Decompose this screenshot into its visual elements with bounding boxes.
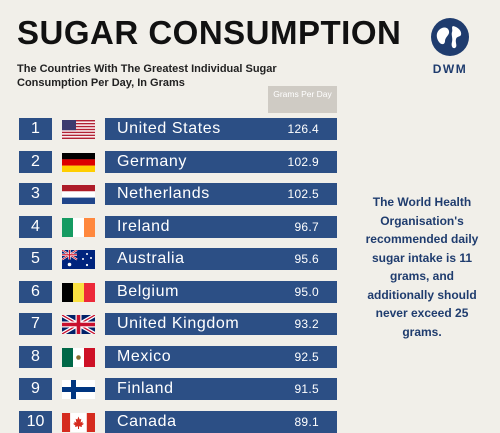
grams-value: 93.2 [294,317,319,331]
country-bar: Australia 95.6 [105,248,337,270]
us-flag-icon [62,120,95,139]
table-row: 6 Belgium 95.0 [19,280,339,303]
rank-number: 2 [19,150,52,173]
rank-number: 5 [19,248,52,270]
grams-value: 91.5 [294,382,319,396]
table-row: 3 Netherlands 102.5 [19,183,339,205]
country-name: Germany [117,152,187,170]
country-bar: Canada 89.1 [105,410,337,433]
who-note: The World Health Organisation's recommen… [365,195,479,339]
rank-number: 9 [19,378,52,400]
rank-number: 3 [19,183,52,205]
ireland-flag-icon [62,217,95,237]
rank-number: 1 [19,118,52,140]
germany-flag-icon [62,152,95,172]
country-name: Mexico [117,347,172,365]
country-name: Netherlands [117,185,210,202]
finland-flag-icon [62,380,95,399]
country-name: United Kingdom [117,315,240,332]
table-row: 4 Ireland 96.7 [19,215,339,238]
table-row: 2 Germany 102.9 [19,150,339,173]
mexico-flag-icon [62,347,95,367]
rank-number: 7 [19,313,52,335]
canada-flag-icon [62,412,95,432]
country-name: Canada [117,412,177,430]
page-title: SUGAR CONSUMPTION [17,14,402,51]
table-row: 5 Australia 95.6 [19,248,339,270]
rank-number: 4 [19,215,52,238]
table-row: 9 Finland 91.5 [19,378,339,400]
grams-value: 89.1 [294,414,319,429]
table-row: 7 United Kingdom 93.2 [19,313,339,335]
country-bar: United Kingdom 93.2 [105,313,337,335]
logo-text: DWM [432,62,468,76]
country-name: Belgium [117,282,180,300]
grams-value: 95.0 [294,284,319,299]
uk-flag-icon [62,315,95,334]
country-name: Australia [117,250,185,267]
table-row: 10 Canada 89.1 [19,410,339,433]
rank-number: 6 [19,280,52,303]
country-bar: Finland 91.5 [105,378,337,400]
australia-flag-icon [62,250,95,269]
rank-number: 8 [19,345,52,368]
table-row: 8 Mexico 92.5 [19,345,339,368]
country-name: Ireland [117,217,171,235]
grams-per-day-header: Grams Per Day [268,86,337,113]
grams-value: 102.5 [287,187,319,201]
table-row: 1 United States 126.4 [19,118,339,140]
country-bar: Belgium 95.0 [105,280,337,303]
country-bar: Ireland 96.7 [105,215,337,238]
page-subtitle: The Countries With The Greatest Individu… [17,63,277,89]
country-bar: Mexico 92.5 [105,345,337,368]
country-bar: United States 126.4 [105,118,337,140]
globe-icon [431,18,469,56]
grams-value: 96.7 [294,219,319,234]
dwm-logo: DWM [425,17,475,76]
grams-value: 126.4 [287,122,319,136]
country-bar: Netherlands 102.5 [105,183,337,205]
belgium-flag-icon [62,282,95,302]
netherlands-flag-icon [62,185,95,204]
grams-value: 102.9 [287,154,319,169]
country-bar: Germany 102.9 [105,150,337,173]
country-name: United States [117,120,221,137]
rank-number: 10 [19,410,52,433]
grams-value: 95.6 [294,252,319,266]
grams-value: 92.5 [294,349,319,364]
country-name: Finland [117,380,174,397]
